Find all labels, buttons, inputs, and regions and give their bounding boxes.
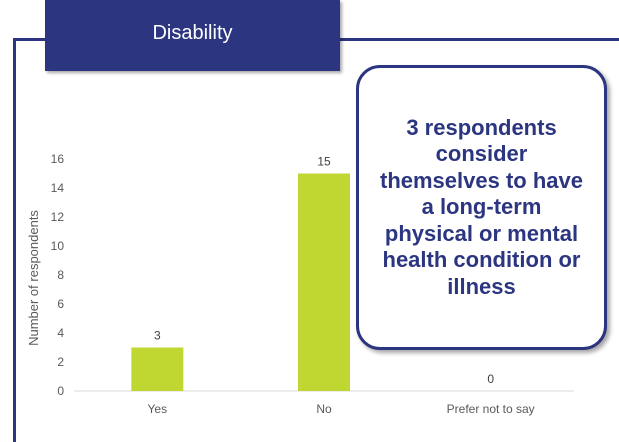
x-tick-label: Prefer not to say [447,402,535,416]
data-label: 15 [317,155,331,169]
y-tick-label: 10 [51,239,65,253]
data-label: 0 [487,372,494,386]
y-tick-label: 0 [57,384,64,398]
callout-box: 3 respondents consider themselves to hav… [356,65,607,350]
data-label: 3 [154,329,161,343]
y-tick-label: 12 [51,210,65,224]
bar [298,173,350,391]
y-tick-label: 2 [57,355,64,369]
y-axis-label: Number of respondents [26,210,41,346]
x-tick-label: Yes [148,402,168,416]
title-tab: Disability [45,0,340,71]
y-tick-label: 14 [51,181,65,195]
y-tick-label: 16 [51,152,65,166]
y-tick-label: 8 [57,268,64,282]
y-tick-label: 6 [57,297,64,311]
page-title: Disability [152,22,233,44]
bar [131,347,184,391]
frame-left-border [13,38,16,442]
y-tick-label: 4 [57,326,64,340]
x-tick-label: No [316,402,332,416]
callout-text: 3 respondents consider themselves to hav… [380,114,583,299]
